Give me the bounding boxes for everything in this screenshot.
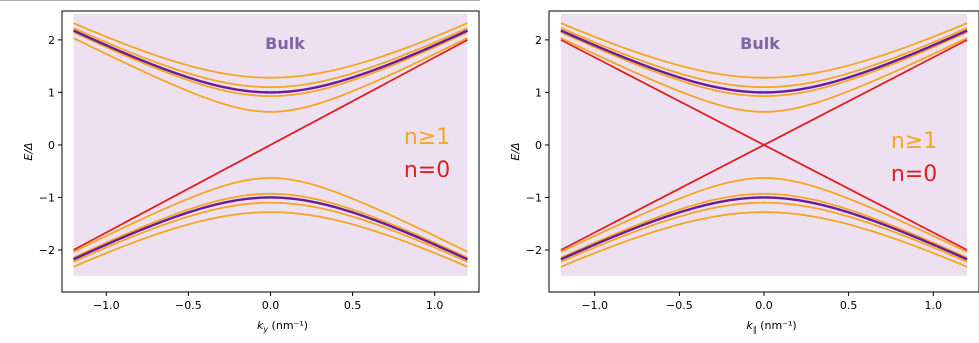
x-tick-label: 0.5 bbox=[840, 299, 858, 312]
x-tick-label: 0.5 bbox=[344, 299, 362, 312]
bulk-edge-lower bbox=[560, 196, 968, 261]
x-tick-label: 1.0 bbox=[426, 299, 444, 312]
plot-area bbox=[72, 13, 469, 277]
legend-label-n-ge-1: n≥1 bbox=[404, 125, 450, 150]
subband-line-lower-1 bbox=[73, 192, 468, 259]
subband-line-lower-1 bbox=[560, 192, 968, 259]
plot-area bbox=[560, 13, 968, 277]
x-tick-label: −0.5 bbox=[175, 299, 202, 312]
y-tick-label: 0 bbox=[48, 139, 55, 152]
subband-line-lower-2 bbox=[560, 201, 968, 263]
subband-line-upper-2 bbox=[560, 27, 968, 89]
subband-line-lower-2 bbox=[73, 201, 468, 263]
legend-label-n-eq-0: n=0 bbox=[891, 162, 937, 187]
bulk-label: Bulk bbox=[265, 34, 305, 53]
y-tick-label: −2 bbox=[526, 244, 542, 257]
y-tick-label: 1 bbox=[48, 86, 55, 99]
y-tick-label: 2 bbox=[48, 34, 55, 47]
n0-line bbox=[73, 39, 468, 251]
x-axis-label: ky (nm⁻¹) bbox=[257, 319, 308, 334]
y-axis-label: E/Δ bbox=[509, 142, 522, 160]
y-tick-label: 1 bbox=[535, 86, 542, 99]
subband-line-lower-3 bbox=[560, 211, 968, 268]
y-axis-label: E/Δ bbox=[22, 142, 35, 160]
x-tick-label: −0.5 bbox=[666, 299, 693, 312]
bulk-edge-upper bbox=[560, 29, 968, 94]
subband-line-upper-3 bbox=[73, 22, 468, 79]
subband-line-upper-1 bbox=[73, 31, 468, 97]
x-axis-label: k∥ (nm⁻¹) bbox=[746, 319, 796, 334]
subband-line-upper-0 bbox=[73, 37, 468, 113]
subband-line-upper-3 bbox=[560, 22, 968, 79]
y-tick-label: −2 bbox=[39, 244, 55, 257]
legend-label-n-ge-1: n≥1 bbox=[891, 129, 937, 154]
subband-line-lower-0 bbox=[560, 177, 968, 253]
x-tick-label: 0.0 bbox=[755, 299, 773, 312]
x-tick-label: 1.0 bbox=[925, 299, 943, 312]
y-tick-label: 0 bbox=[535, 139, 542, 152]
chart-left: −1.0 −0.5 0.0 0.5 1.0 −2 −1 0 1 2 ky (nm⁻¹) E/Δ Bulk… bbox=[22, 10, 480, 334]
bulk-edge-upper bbox=[72, 29, 469, 94]
subband-line-lower-3 bbox=[73, 211, 468, 268]
y-tick-label: −1 bbox=[39, 191, 55, 204]
subband-line-upper-2 bbox=[73, 27, 468, 89]
n0-line-reverse bbox=[560, 39, 968, 251]
x-tick-label: 0.0 bbox=[262, 299, 280, 312]
x-tick-label: −1.0 bbox=[581, 299, 608, 312]
subband-line-upper-0 bbox=[560, 37, 968, 113]
legend-label-n-eq-0: n=0 bbox=[404, 158, 450, 183]
y-tick-label: 2 bbox=[535, 34, 542, 47]
bulk-edge-lower bbox=[72, 196, 469, 261]
top-border-line bbox=[0, 0, 480, 1]
chart-right: −1.0 −0.5 0.0 0.5 1.0 −2 −1 0 1 2 k∥ (nm⁻¹) E/Δ Bulk… bbox=[509, 10, 979, 334]
subband-line-lower-0 bbox=[73, 177, 468, 253]
x-tick-label: −1.0 bbox=[93, 299, 120, 312]
y-tick-label: −1 bbox=[526, 191, 542, 204]
subband-line-upper-1 bbox=[560, 31, 968, 97]
bulk-label: Bulk bbox=[740, 34, 780, 53]
